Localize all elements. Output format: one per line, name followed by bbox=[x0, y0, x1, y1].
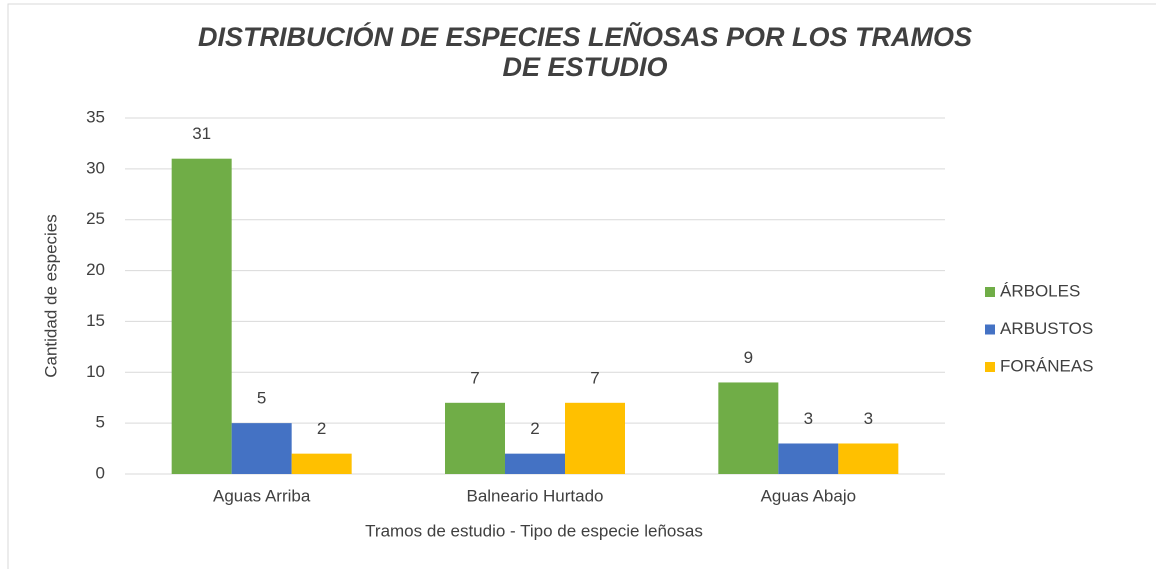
legend-label: FORÁNEAS bbox=[1000, 356, 1094, 375]
data-label: 9 bbox=[744, 348, 753, 367]
y-tick-label: 5 bbox=[96, 413, 105, 432]
data-label: 5 bbox=[257, 389, 266, 408]
data-label: 3 bbox=[804, 409, 813, 428]
x-tick-label: Aguas Abajo bbox=[761, 486, 856, 505]
bar bbox=[505, 453, 565, 474]
y-tick-label: 0 bbox=[96, 463, 105, 482]
y-tick-label: 10 bbox=[86, 362, 105, 381]
legend-swatch bbox=[985, 362, 995, 372]
y-tick-label: 15 bbox=[86, 311, 105, 330]
legend-label: ÁRBOLES bbox=[1000, 281, 1080, 300]
bar bbox=[778, 443, 839, 474]
y-tick-label: 30 bbox=[86, 158, 105, 177]
bar bbox=[565, 402, 625, 474]
data-label: 3 bbox=[864, 409, 873, 428]
chart-border bbox=[7, 3, 1156, 569]
legend-swatch bbox=[985, 324, 995, 335]
bar bbox=[445, 402, 505, 474]
data-label: 2 bbox=[317, 419, 326, 438]
data-label: 2 bbox=[530, 419, 539, 438]
y-axis-label: Cantidad de especies bbox=[41, 214, 60, 378]
bar bbox=[291, 453, 352, 474]
bar bbox=[838, 443, 899, 474]
bar bbox=[718, 382, 779, 474]
data-label: 31 bbox=[192, 124, 211, 143]
bar bbox=[231, 423, 292, 474]
y-tick-label: 25 bbox=[86, 209, 105, 228]
legend-swatch bbox=[985, 287, 995, 297]
bar bbox=[171, 158, 232, 474]
x-tick-label: Balneario Hurtado bbox=[466, 486, 603, 505]
data-label: 7 bbox=[470, 368, 479, 387]
data-label: 7 bbox=[590, 368, 599, 387]
legend-label: ARBUSTOS bbox=[1000, 319, 1093, 338]
chart-title: DISTRIBUCIÓN DE ESPECIES LEÑOSAS POR LOS… bbox=[197, 22, 973, 82]
y-tick-label: 20 bbox=[86, 260, 105, 279]
x-tick-label: Aguas Arriba bbox=[213, 486, 311, 505]
y-tick-label: 35 bbox=[86, 107, 105, 126]
x-axis-label: Tramos de estudio - Tipo de especie leño… bbox=[365, 521, 703, 540]
